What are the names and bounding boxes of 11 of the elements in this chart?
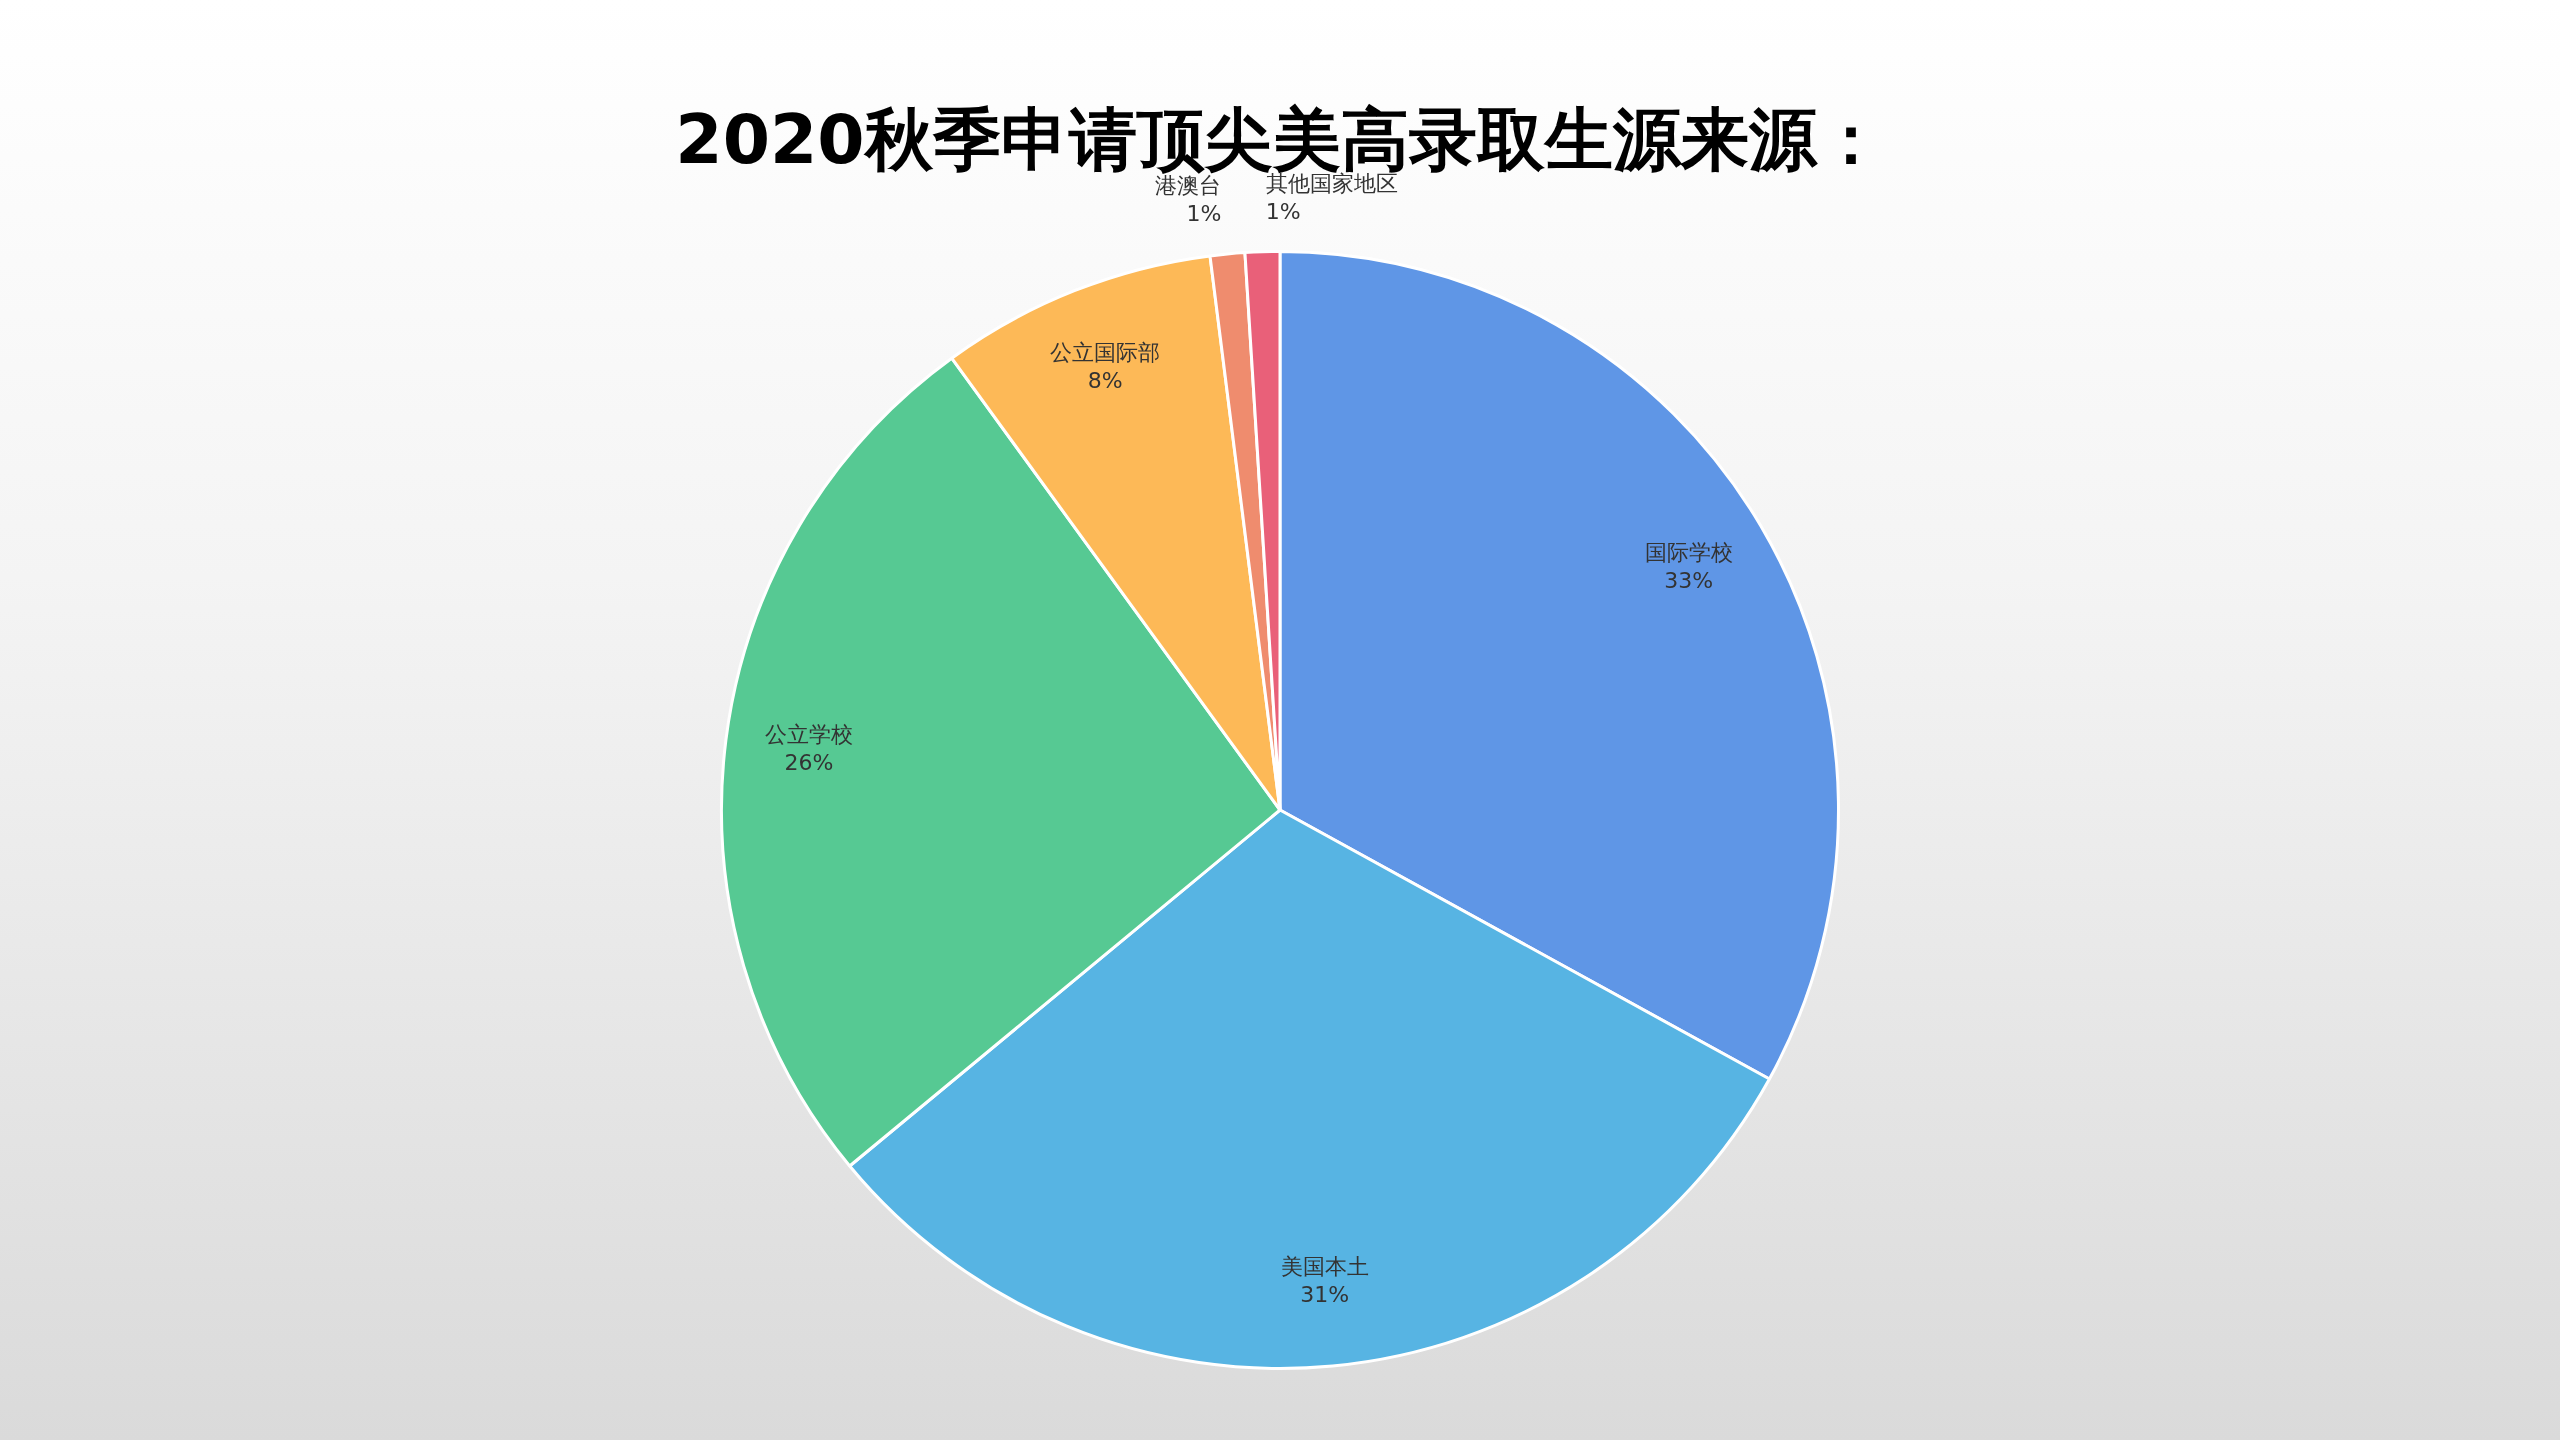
- data-label: 33%: [1664, 568, 1714, 594]
- data-label: 1%: [1186, 201, 1222, 227]
- data-label: 31%: [1300, 1282, 1350, 1308]
- data-label: 26%: [784, 750, 834, 776]
- data-label: 8%: [1087, 368, 1123, 394]
- slice-label: 港澳台: [1155, 173, 1222, 199]
- slice-label: 美国本土: [1280, 1254, 1369, 1280]
- slice-label: 公立国际部: [1050, 340, 1161, 366]
- slice-label: 公立学校: [765, 722, 854, 748]
- slice-label: 国际学校: [1644, 540, 1733, 566]
- data-label: 1%: [1265, 199, 1301, 225]
